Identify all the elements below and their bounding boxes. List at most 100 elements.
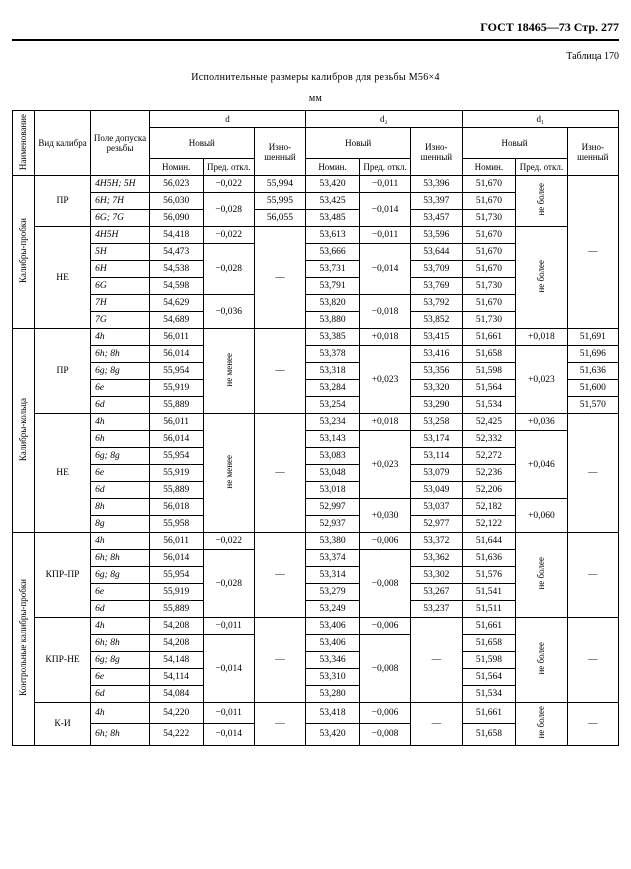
dash: — xyxy=(567,176,618,329)
dash: — xyxy=(254,329,305,414)
v: 53,018 xyxy=(306,482,360,499)
table-row: Калибры-кольца ПР 4h 56,011 не менее — 5… xyxy=(13,329,619,346)
v: 52,977 xyxy=(411,516,462,533)
v: 52,182 xyxy=(462,499,516,516)
v: 53,425 xyxy=(306,193,360,210)
v: 53,397 xyxy=(411,193,462,210)
v: 51,730 xyxy=(462,278,516,295)
v: 54,222 xyxy=(149,724,203,745)
pd: 4H5H xyxy=(91,227,150,244)
v: 55,889 xyxy=(149,482,203,499)
pd: 4h xyxy=(91,414,150,431)
v: −0,011 xyxy=(359,227,410,244)
v: 53,769 xyxy=(411,278,462,295)
v: 51,636 xyxy=(462,550,516,567)
v: −0,022 xyxy=(203,176,254,193)
v: 53,791 xyxy=(306,278,360,295)
v: −0,008 xyxy=(359,635,410,703)
vid-pr: ПР xyxy=(34,329,90,414)
v: 53,415 xyxy=(411,329,462,346)
v: −0,028 xyxy=(203,550,254,618)
table-title-2: мм xyxy=(12,93,619,104)
v: −0,014 xyxy=(203,635,254,703)
v: 53,374 xyxy=(306,550,360,567)
pd: 4h xyxy=(91,533,150,550)
v: 55,919 xyxy=(149,465,203,482)
v: −0,022 xyxy=(203,227,254,244)
v: 53,820 xyxy=(306,295,360,312)
col-d2-nom: Номин. xyxy=(306,159,360,176)
v: 51,564 xyxy=(462,669,516,686)
pd: 6h; 8h xyxy=(91,724,150,745)
col-d1-worn: Изно-шенный xyxy=(567,128,618,176)
pd: 8h xyxy=(91,499,150,516)
pd: 4H5H; 5H xyxy=(91,176,150,193)
col-vid: Вид калибра xyxy=(34,111,90,176)
header-rule xyxy=(12,39,619,41)
v: 53,284 xyxy=(306,380,360,397)
nemenee: не менее xyxy=(203,414,254,533)
v: 53,249 xyxy=(306,601,360,618)
v: 53,709 xyxy=(411,261,462,278)
v: 51,661 xyxy=(462,703,516,724)
v: 52,122 xyxy=(462,516,516,533)
nebolee: не более xyxy=(516,176,567,227)
v: +0,046 xyxy=(516,431,567,499)
v: 53,114 xyxy=(411,448,462,465)
col-d-pred: Пред. откл. xyxy=(203,159,254,176)
dash: — xyxy=(411,703,462,746)
v: 55,889 xyxy=(149,601,203,618)
v: 53,420 xyxy=(306,176,360,193)
v: 56,030 xyxy=(149,193,203,210)
v: 51,564 xyxy=(462,380,516,397)
dash: — xyxy=(411,618,462,703)
col-d: d xyxy=(149,111,305,128)
v: 53,290 xyxy=(411,397,462,414)
v: −0,011 xyxy=(203,703,254,724)
group-kk: Калибры-кольца xyxy=(13,329,35,533)
v: −0,036 xyxy=(203,295,254,329)
vid-kprpr: КПР-ПР xyxy=(34,533,90,618)
v: −0,008 xyxy=(359,550,410,618)
pd: 6H xyxy=(91,261,150,278)
col-d-nom: Номин. xyxy=(149,159,203,176)
col-d1: d₁ xyxy=(462,111,618,128)
v: 51,658 xyxy=(462,635,516,652)
v: 53,792 xyxy=(411,295,462,312)
col-pole: Поле допуска резьбы xyxy=(91,111,150,176)
table-row: К-И 4h 54,220 −0,011 — 53,418 −0,006 — 5… xyxy=(13,703,619,724)
v: 54,220 xyxy=(149,703,203,724)
v: −0,008 xyxy=(359,724,410,745)
dash: — xyxy=(254,533,305,618)
v: 53,079 xyxy=(411,465,462,482)
v: 53,254 xyxy=(306,397,360,414)
v: 51,570 xyxy=(567,397,618,414)
v: 53,613 xyxy=(306,227,360,244)
pd: 6H; 7H xyxy=(91,193,150,210)
v: +0,023 xyxy=(359,346,410,414)
v: +0,018 xyxy=(359,414,410,431)
v: 53,258 xyxy=(411,414,462,431)
pd: 8g xyxy=(91,516,150,533)
pd: 6h; 8h xyxy=(91,346,150,363)
v: 53,049 xyxy=(411,482,462,499)
v: 56,014 xyxy=(149,346,203,363)
v: 51,670 xyxy=(462,227,516,244)
v: 53,279 xyxy=(306,584,360,601)
v: 52,937 xyxy=(306,516,360,533)
dash: — xyxy=(567,703,618,746)
v: +0,023 xyxy=(359,431,410,499)
pd: 5H xyxy=(91,244,150,261)
vid-kprne: КПР-НЕ xyxy=(34,618,90,703)
pd: 6d xyxy=(91,482,150,499)
v: 53,318 xyxy=(306,363,360,380)
v: −0,028 xyxy=(203,244,254,295)
nebolee: не более xyxy=(516,227,567,329)
pd: 4h xyxy=(91,329,150,346)
v: 53,406 xyxy=(306,618,360,635)
v: 53,396 xyxy=(411,176,462,193)
v: 53,280 xyxy=(306,686,360,703)
v: 53,378 xyxy=(306,346,360,363)
v: 56,011 xyxy=(149,414,203,431)
v: 52,425 xyxy=(462,414,516,431)
